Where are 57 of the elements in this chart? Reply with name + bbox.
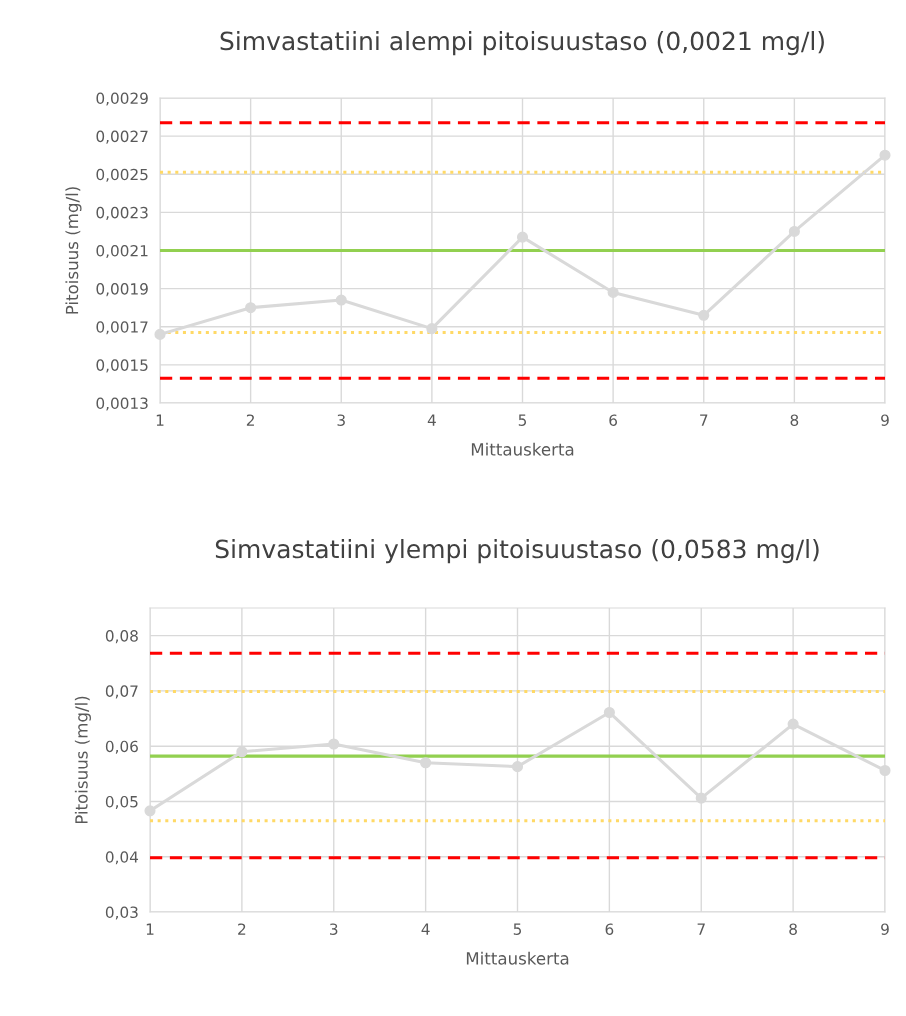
y-tick-label: 0,03 bbox=[105, 906, 138, 920]
y-tick-label: 0,07 bbox=[105, 685, 138, 699]
x-axis-title: Mittauskerta bbox=[466, 951, 569, 965]
x-axis-title: Mittauskerta bbox=[471, 442, 574, 456]
point bbox=[328, 738, 340, 750]
point bbox=[236, 746, 248, 758]
x-tick-label: 9 bbox=[881, 414, 889, 426]
point bbox=[698, 309, 710, 321]
point bbox=[603, 706, 615, 719]
y-tick-label: 0,0021 bbox=[96, 244, 148, 259]
x-tick-label: 8 bbox=[790, 414, 799, 426]
x-tick-label: 4 bbox=[421, 923, 430, 935]
x-tick-label: 7 bbox=[697, 923, 705, 935]
x-tick-label: 9 bbox=[881, 923, 889, 935]
point bbox=[144, 805, 156, 817]
point bbox=[511, 761, 524, 773]
point bbox=[420, 757, 432, 769]
x-tick-label: 5 bbox=[513, 923, 522, 935]
y-axis-title: Pitoisuus (mg/l) bbox=[74, 696, 91, 824]
y-tick-label: 0,0027 bbox=[96, 130, 148, 144]
point bbox=[516, 231, 529, 243]
point bbox=[879, 149, 891, 161]
x-tick-label: 5 bbox=[518, 414, 527, 426]
point bbox=[335, 294, 347, 306]
point bbox=[879, 764, 891, 777]
x-tick-label: 4 bbox=[427, 414, 436, 426]
y-tick-label: 0,0029 bbox=[96, 92, 148, 106]
y-tick-label: 0,0013 bbox=[96, 397, 148, 411]
x-tick-label: 2 bbox=[238, 923, 246, 935]
y-tick-label: 0,04 bbox=[105, 851, 139, 865]
x-tick-label: 3 bbox=[337, 414, 345, 426]
x-tick-label: 1 bbox=[156, 414, 164, 426]
x-tick-label: 8 bbox=[789, 923, 797, 935]
point bbox=[245, 302, 257, 314]
x-tick-label: 3 bbox=[330, 923, 338, 935]
point bbox=[788, 225, 800, 237]
y-axis-title: Pitoisuus (mg/l) bbox=[65, 187, 82, 314]
chart-title: Simvastatiini ylempi pitoisuustaso (0,0583 mg/l) bbox=[215, 539, 819, 564]
chart-title: Simvastatiini alempi pitoisuustaso (0,0021 mg/l) bbox=[220, 31, 824, 56]
y-tick-label: 0,05 bbox=[105, 795, 138, 810]
x-tick-label: 6 bbox=[609, 414, 618, 426]
y-tick-label: 0,0025 bbox=[96, 168, 148, 182]
point bbox=[154, 328, 166, 340]
point bbox=[607, 286, 619, 298]
y-tick-label: 0,0017 bbox=[96, 321, 148, 335]
x-tick-label: 6 bbox=[605, 923, 614, 935]
y-tick-label: 0,0019 bbox=[96, 283, 148, 297]
y-tick-label: 0,08 bbox=[105, 630, 138, 644]
x-tick-label: 2 bbox=[246, 414, 254, 426]
x-tick-label: 1 bbox=[146, 923, 154, 935]
point bbox=[787, 718, 799, 730]
point bbox=[426, 323, 438, 335]
point bbox=[695, 792, 707, 804]
x-tick-label: 7 bbox=[700, 414, 708, 426]
y-tick-label: 0,06 bbox=[105, 740, 138, 754]
y-tick-label: 0,0015 bbox=[96, 359, 148, 373]
y-tick-label: 0,0023 bbox=[96, 206, 148, 220]
